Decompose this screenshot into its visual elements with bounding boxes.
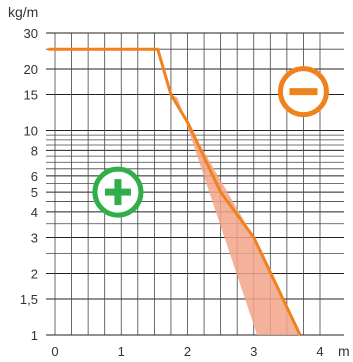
- plus-badge: [92, 166, 144, 218]
- y-tick-label: 3: [31, 230, 38, 245]
- y-tick-label: 15: [24, 88, 38, 103]
- y-tick-label: 20: [24, 62, 38, 77]
- y-tick-label: 30: [24, 26, 38, 41]
- y-tick-label: 10: [24, 124, 38, 139]
- series-line: [48, 47, 302, 336]
- x-tick-label: 4: [316, 344, 323, 359]
- x-tick-label: 2: [184, 344, 191, 359]
- marker-layer: [92, 66, 329, 218]
- y-tick-label: 8: [31, 143, 38, 158]
- y-tick-label: 4: [31, 205, 38, 220]
- x-tick-label: 0: [51, 344, 58, 359]
- x-tick-label: 3: [250, 344, 257, 359]
- x-tick-label: 1: [118, 344, 125, 359]
- y-tick-label: 1: [31, 328, 38, 343]
- x-axis-label: m: [338, 343, 350, 359]
- minus-badge: [277, 66, 329, 118]
- y-tick-label: 2: [31, 266, 38, 281]
- series-layer: [48, 47, 302, 336]
- y-tick-label: 6: [31, 169, 38, 184]
- y-axis-label: kg/m: [8, 4, 38, 20]
- minus-badge-bar: [289, 88, 318, 96]
- grid: [46, 32, 344, 336]
- plus-badge-bar-v: [114, 179, 122, 206]
- y-tick-label: 5: [31, 185, 38, 200]
- y-tick-label: 1,5: [20, 292, 38, 307]
